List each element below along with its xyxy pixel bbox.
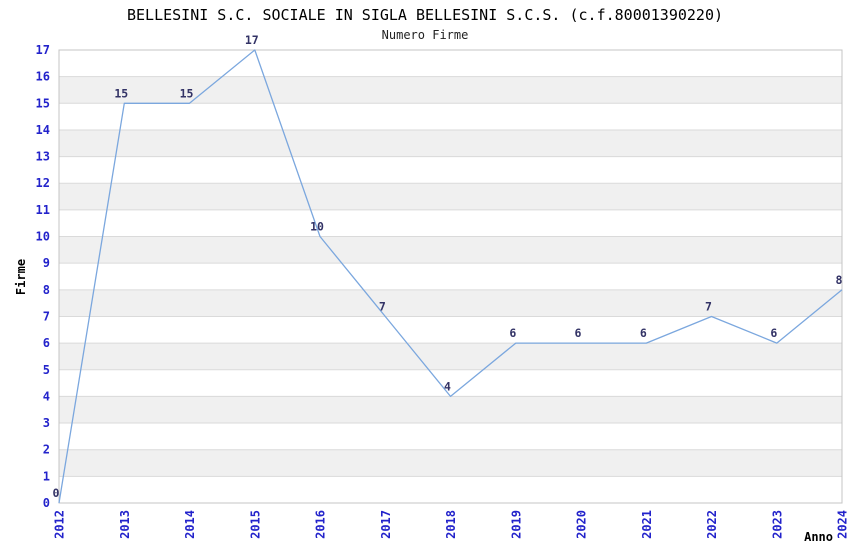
y-tick-label: 2 xyxy=(43,443,50,457)
y-tick-label: 10 xyxy=(36,230,50,244)
x-tick-label: 2018 xyxy=(444,510,458,539)
plot-border xyxy=(58,49,843,504)
point-label: 7 xyxy=(379,300,386,314)
x-tick-label: 2017 xyxy=(379,510,393,539)
y-tick-label: 16 xyxy=(36,70,50,84)
plot-band xyxy=(59,76,842,104)
plot-band xyxy=(59,369,842,397)
point-label: 0 xyxy=(53,486,60,500)
chart-title: BELLESINI S.C. SOCIALE IN SIGLA BELLESIN… xyxy=(126,6,724,24)
point-label: 15 xyxy=(114,86,128,100)
point-label: 17 xyxy=(245,33,259,47)
plot-band xyxy=(59,209,842,237)
x-tick-label: 2023 xyxy=(770,510,784,539)
point-label: 6 xyxy=(640,326,647,340)
y-tick-label: 17 xyxy=(36,43,50,57)
y-tick-label: 14 xyxy=(36,123,50,137)
plot-band xyxy=(59,50,842,77)
y-tick-label: 4 xyxy=(43,389,50,403)
x-tick-label: 2012 xyxy=(53,510,67,539)
point-label: 10 xyxy=(310,220,324,234)
plot-band xyxy=(59,476,842,503)
y-tick-label: 15 xyxy=(36,96,50,110)
plot-band xyxy=(59,156,842,184)
y-tick-label: 1 xyxy=(43,469,50,483)
y-tick-label: 6 xyxy=(43,336,50,350)
plot-band xyxy=(59,343,842,370)
plot-band xyxy=(59,423,842,450)
chart-subtitle: Numero Firme xyxy=(381,28,469,42)
plot-band xyxy=(59,449,842,477)
point-label: 6 xyxy=(770,326,777,340)
point-label: 8 xyxy=(836,273,843,287)
x-tick-label: 2021 xyxy=(640,510,654,539)
y-tick-label: 12 xyxy=(36,176,50,190)
y-tick-label: 11 xyxy=(36,203,50,217)
plot-band xyxy=(59,129,842,157)
x-tick-label: 2015 xyxy=(248,510,262,539)
plot-band xyxy=(59,103,842,130)
x-tick-label: 2019 xyxy=(509,510,523,539)
x-tick-label: 2024 xyxy=(836,510,850,539)
y-tick-label: 5 xyxy=(43,363,50,377)
data-line xyxy=(58,49,843,504)
plot-band xyxy=(59,183,842,210)
x-tick-label: 2022 xyxy=(705,510,719,539)
x-tick-label: 2014 xyxy=(183,510,197,539)
y-tick-label: 3 xyxy=(43,416,50,430)
point-label: 6 xyxy=(575,326,582,340)
y-tick-label: 0 xyxy=(43,496,50,510)
plot-band xyxy=(59,316,842,344)
point-label: 7 xyxy=(705,300,712,314)
y-tick-label: 7 xyxy=(43,310,50,324)
y-tick-label: 9 xyxy=(43,256,50,270)
point-label: 15 xyxy=(180,86,194,100)
x-axis-label: Anno xyxy=(804,530,833,544)
x-tick-label: 2020 xyxy=(575,510,589,539)
plot-band xyxy=(59,396,842,424)
y-tick-label: 13 xyxy=(36,150,50,164)
point-label: 6 xyxy=(509,326,516,340)
x-tick-label: 2016 xyxy=(314,510,328,539)
plot-band xyxy=(59,289,842,317)
plot-band xyxy=(59,263,842,290)
y-tick-label: 8 xyxy=(43,283,50,297)
point-label: 4 xyxy=(444,379,451,393)
plot-band xyxy=(59,236,842,264)
x-tick-label: 2013 xyxy=(118,510,132,539)
